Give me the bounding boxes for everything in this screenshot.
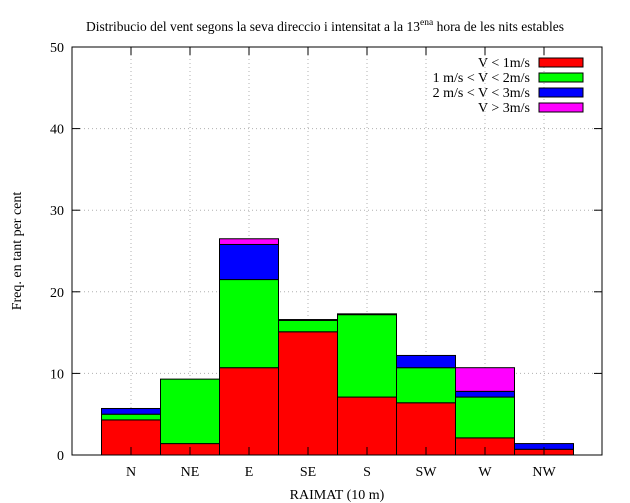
x-tick-label: W	[478, 465, 492, 480]
bar-segment-SW-s2	[396, 367, 456, 404]
y-axis-label: Freq. en tant per cent	[10, 192, 25, 311]
bar-segment-E-s4	[219, 238, 279, 245]
x-tick-label: N	[126, 465, 136, 480]
bar-segment-W-s4	[455, 367, 515, 392]
y-tick-label: 30	[50, 204, 64, 219]
y-tick-label: 0	[57, 449, 64, 464]
x-tick-label: NE	[181, 465, 200, 480]
legend-label: 1 m/s < V < 2m/s	[433, 71, 530, 86]
x-tick-label: NW	[532, 465, 556, 480]
x-tick-label: E	[245, 465, 254, 480]
legend-swatch	[538, 102, 584, 113]
bar-segment-E-s2	[219, 279, 279, 369]
bar-segment-S-s1	[337, 396, 397, 456]
bar-segment-SW-s3	[396, 354, 456, 369]
legend-swatch	[538, 87, 584, 98]
bar-segment-E-s3	[219, 243, 279, 281]
axis-ticks: 0 10 20 30 40 50 N NE E SE S SW W NW	[50, 41, 602, 480]
y-tick-label: 50	[50, 41, 64, 56]
bar-segment-S-s2	[337, 314, 397, 398]
legend: V < 1m/s1 m/s < V < 2m/s2 m/s < V < 3m/s…	[433, 56, 584, 116]
y-tick-label: 10	[50, 367, 64, 382]
bar-segment-SE-s3	[278, 319, 338, 321]
bar-segment-E-s1	[219, 367, 279, 456]
x-tick-label: SE	[300, 465, 316, 480]
bar-segment-SE-s1	[278, 331, 338, 456]
legend-label: 2 m/s < V < 3m/s	[433, 86, 530, 101]
bar-segment-N-s3	[101, 407, 161, 415]
x-axis-label: RAIMAT (10 m)	[290, 488, 385, 503]
legend-swatch	[538, 72, 584, 83]
bar-segment-N-s2	[101, 413, 161, 421]
bar-segment-W-s2	[455, 396, 515, 439]
bar-segment-NE-s2	[160, 378, 220, 445]
x-tick-label: S	[363, 465, 371, 480]
x-tick-label: SW	[416, 465, 438, 480]
legend-label: V > 3m/s	[478, 101, 530, 116]
legend-swatch	[538, 57, 584, 68]
chart-title: Distribucio del vent segons la seva dire…	[86, 18, 564, 34]
plot-frame	[71, 46, 603, 456]
bar-segment-W-s3	[455, 390, 515, 398]
y-tick-label: 40	[50, 123, 64, 138]
y-tick-label: 20	[50, 286, 64, 301]
bars	[101, 238, 574, 456]
bar-segment-S-s3	[337, 313, 397, 316]
legend-label: V < 1m/s	[478, 56, 530, 71]
bar-segment-SE-s2	[278, 319, 338, 333]
